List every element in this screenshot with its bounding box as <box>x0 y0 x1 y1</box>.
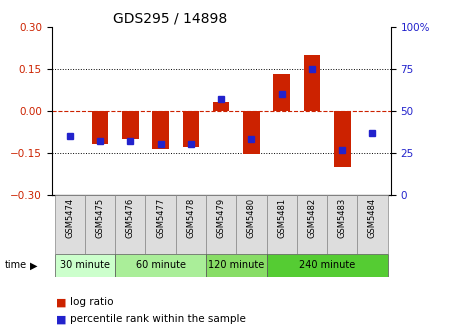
Bar <box>304 55 320 111</box>
FancyBboxPatch shape <box>297 195 327 254</box>
FancyBboxPatch shape <box>206 254 267 277</box>
FancyBboxPatch shape <box>267 254 387 277</box>
Text: time: time <box>4 260 26 270</box>
FancyBboxPatch shape <box>55 195 85 254</box>
FancyBboxPatch shape <box>115 195 145 254</box>
FancyBboxPatch shape <box>357 195 387 254</box>
Text: ▶: ▶ <box>31 260 38 270</box>
Text: GSM5479: GSM5479 <box>216 198 226 238</box>
Bar <box>334 111 351 167</box>
Bar <box>92 111 108 144</box>
FancyBboxPatch shape <box>327 195 357 254</box>
Text: 120 minute: 120 minute <box>208 260 264 270</box>
Text: GSM5478: GSM5478 <box>186 198 195 238</box>
FancyBboxPatch shape <box>267 195 297 254</box>
FancyBboxPatch shape <box>236 195 267 254</box>
Text: 30 minute: 30 minute <box>60 260 110 270</box>
Text: ■: ■ <box>56 314 66 324</box>
Text: GSM5475: GSM5475 <box>96 198 105 238</box>
FancyBboxPatch shape <box>115 254 206 277</box>
Bar <box>152 111 169 149</box>
Text: log ratio: log ratio <box>70 297 113 307</box>
Text: GSM5480: GSM5480 <box>247 198 256 238</box>
Bar <box>183 111 199 147</box>
Text: GDS295 / 14898: GDS295 / 14898 <box>114 12 228 26</box>
Bar <box>273 75 290 111</box>
Text: GSM5483: GSM5483 <box>338 198 347 238</box>
FancyBboxPatch shape <box>55 254 115 277</box>
Bar <box>213 102 229 111</box>
Text: GSM5477: GSM5477 <box>156 198 165 238</box>
Text: GSM5484: GSM5484 <box>368 198 377 238</box>
Text: percentile rank within the sample: percentile rank within the sample <box>70 314 246 324</box>
Text: ■: ■ <box>56 297 66 307</box>
Text: GSM5476: GSM5476 <box>126 198 135 238</box>
Bar <box>122 111 139 139</box>
FancyBboxPatch shape <box>145 195 176 254</box>
Text: 60 minute: 60 minute <box>136 260 185 270</box>
Text: GSM5482: GSM5482 <box>308 198 317 238</box>
FancyBboxPatch shape <box>176 195 206 254</box>
Bar <box>243 111 260 154</box>
FancyBboxPatch shape <box>206 195 236 254</box>
Text: 240 minute: 240 minute <box>299 260 355 270</box>
Text: GSM5481: GSM5481 <box>277 198 286 238</box>
Text: GSM5474: GSM5474 <box>65 198 74 238</box>
FancyBboxPatch shape <box>85 195 115 254</box>
